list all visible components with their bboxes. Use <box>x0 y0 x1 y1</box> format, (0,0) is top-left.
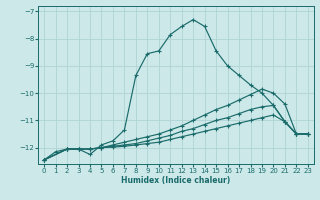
X-axis label: Humidex (Indice chaleur): Humidex (Indice chaleur) <box>121 176 231 185</box>
